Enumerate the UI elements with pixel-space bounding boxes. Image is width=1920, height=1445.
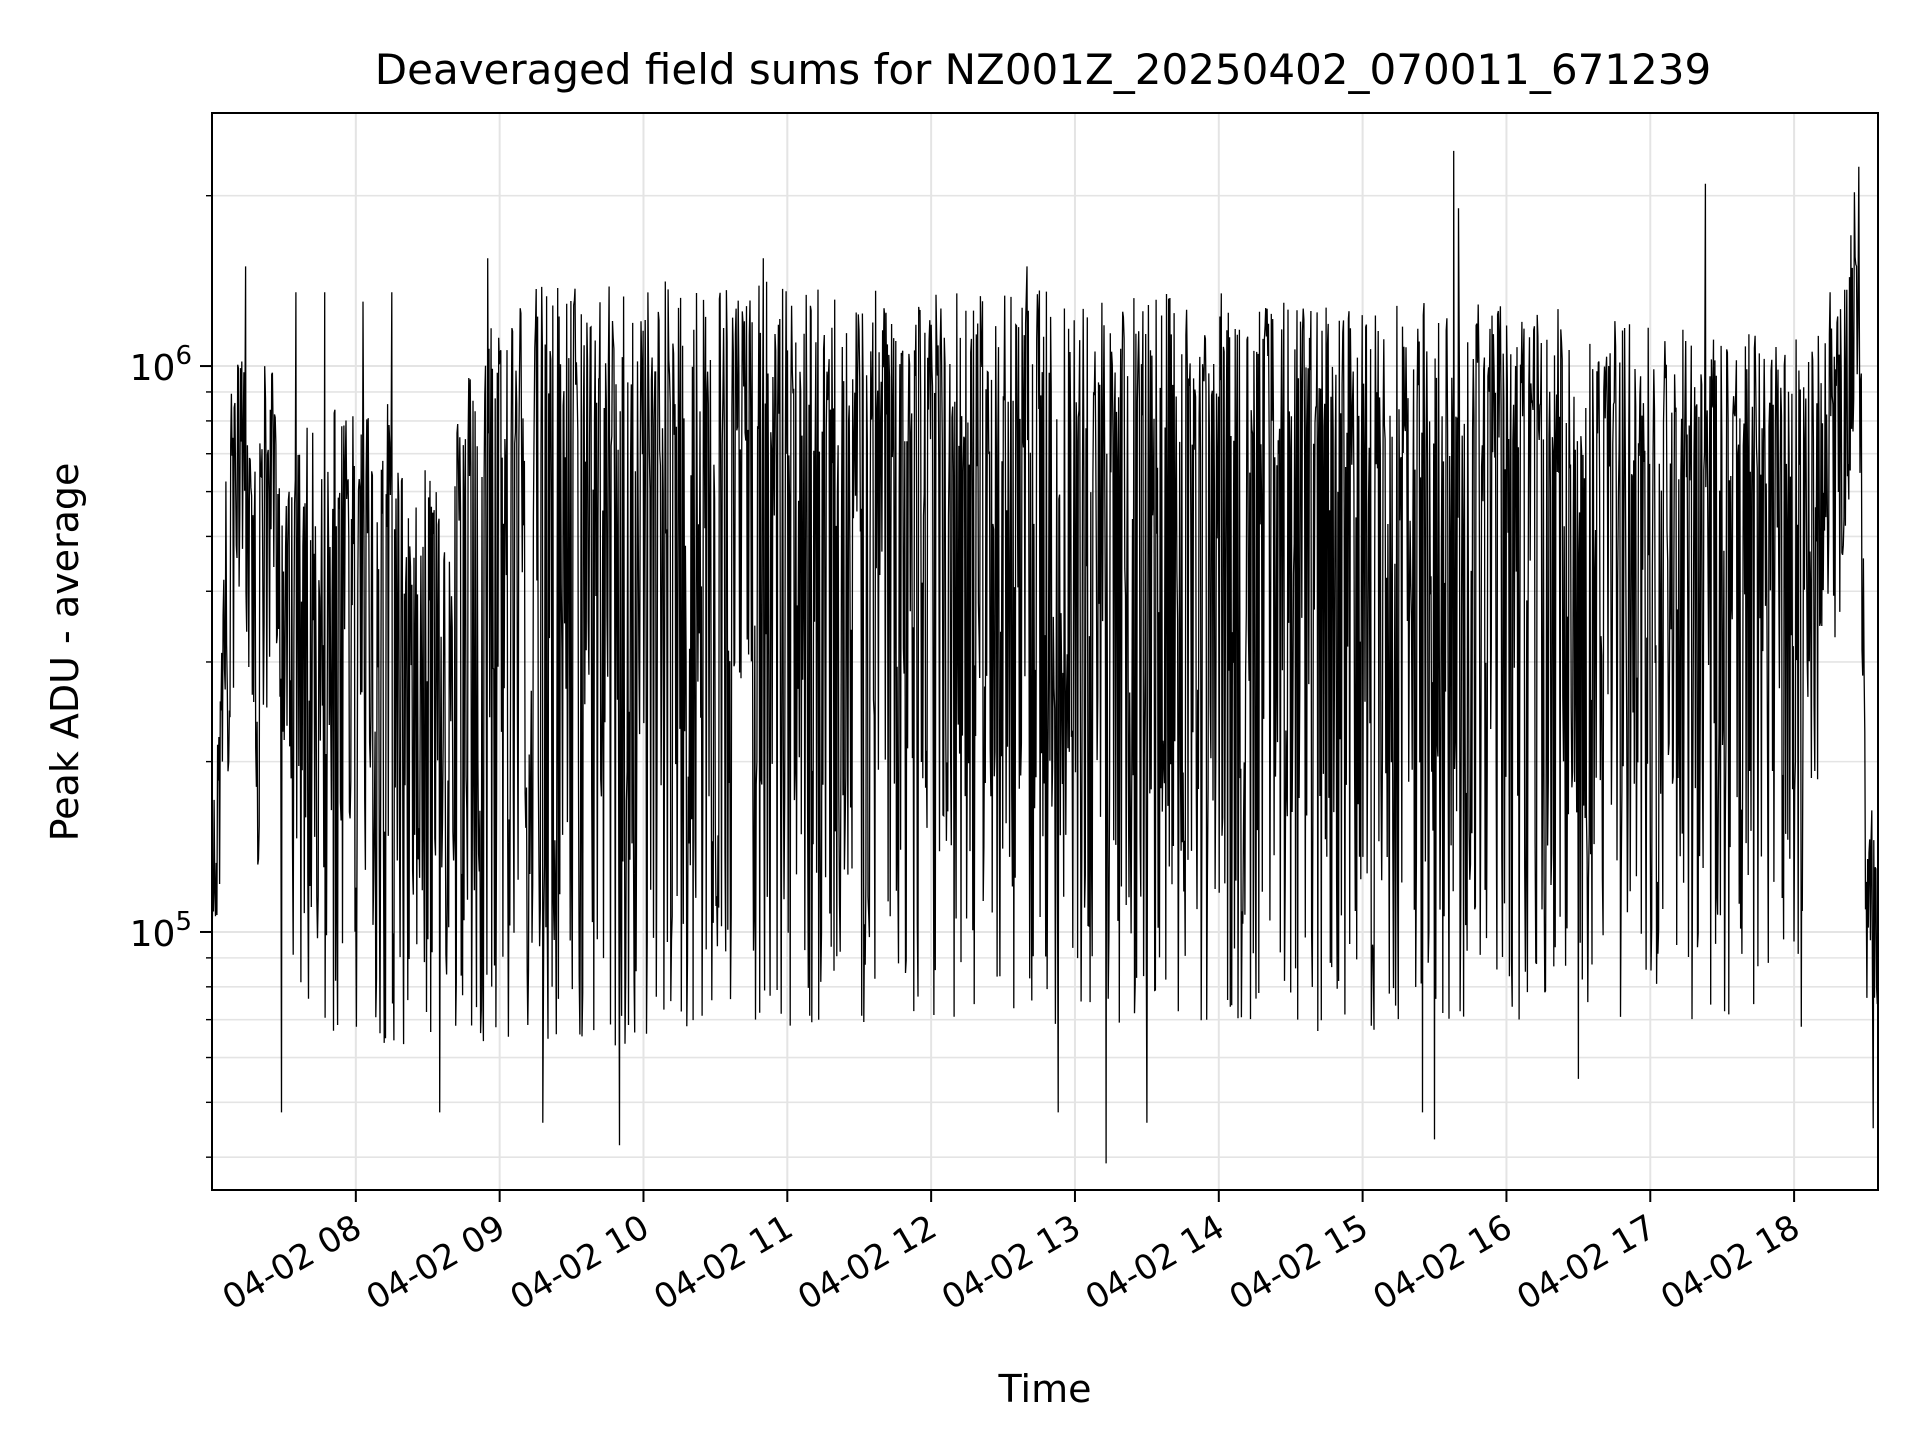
x-tick-label: 04-02 17 xyxy=(1510,1207,1662,1318)
chart-title: Deaveraged field sums for NZ001Z_2025040… xyxy=(375,45,1711,94)
x-tick-label: 04-02 16 xyxy=(1367,1207,1519,1318)
x-axis-label: Time xyxy=(998,1367,1092,1411)
x-tick-label: 04-02 18 xyxy=(1654,1207,1806,1318)
plot-area xyxy=(212,150,1878,1164)
x-tick-label: 04-02 08 xyxy=(216,1207,368,1318)
plot-frame xyxy=(211,112,1879,1191)
y-axis-label: Peak ADU - average xyxy=(43,463,87,842)
x-tick-label: 04-02 09 xyxy=(360,1207,512,1318)
x-tick-label: 04-02 11 xyxy=(647,1207,799,1318)
x-tick-label: 04-02 15 xyxy=(1223,1207,1375,1318)
y-axis: 105 106 xyxy=(130,194,212,1158)
x-tick-label: 04-02 13 xyxy=(935,1207,1087,1318)
x-tick-label: 04-02 14 xyxy=(1079,1207,1231,1318)
y-tick-label: 106 xyxy=(130,341,192,389)
x-tick-label: 04-02 10 xyxy=(504,1207,656,1318)
y-tick-label: 105 xyxy=(130,907,192,955)
series-line xyxy=(212,150,1878,1164)
x-tick-label: 04-02 12 xyxy=(791,1207,943,1318)
